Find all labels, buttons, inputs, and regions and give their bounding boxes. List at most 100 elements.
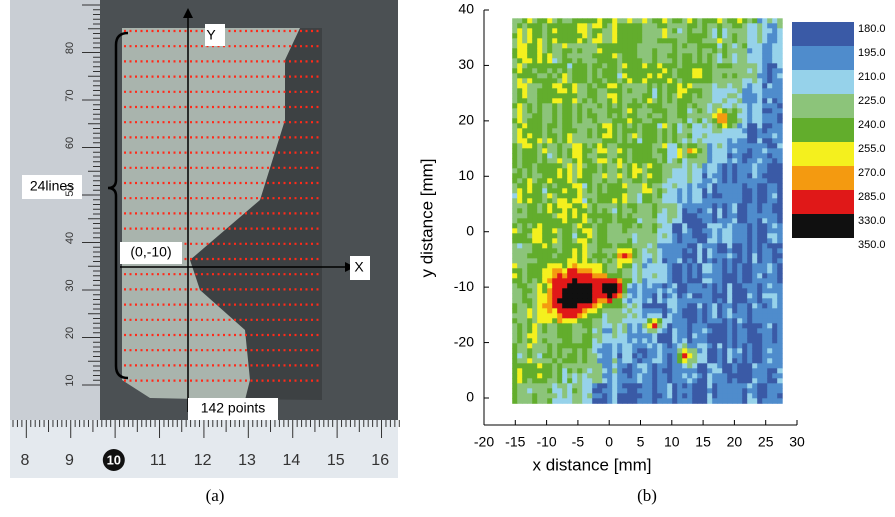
contour-cell: [747, 293, 753, 299]
contour-cell: [717, 83, 723, 89]
contour-cell: [707, 163, 713, 169]
contour-cell: [772, 173, 778, 179]
contour-cell: [662, 263, 668, 269]
contour-cell: [617, 363, 623, 369]
contour-cell: [647, 338, 653, 344]
contour-cell: [632, 253, 638, 258]
contour-cell: [587, 368, 593, 374]
contour-cell: [597, 28, 603, 34]
contour-cell: [592, 123, 598, 129]
contour-cell: [712, 213, 718, 219]
contour-cell: [582, 38, 588, 44]
contour-cell: [592, 258, 598, 264]
contour-cell: [727, 158, 733, 164]
contour-cell: [622, 48, 628, 54]
contour-cell: [657, 243, 663, 249]
contour-cell: [637, 358, 643, 364]
contour-cell: [607, 268, 613, 274]
contour-cell: [522, 183, 528, 189]
contour-cell: [607, 228, 613, 234]
contour-cell: [602, 118, 608, 124]
contour-cell: [727, 193, 733, 199]
contour-cell: [652, 313, 658, 319]
contour-cell: [732, 93, 738, 99]
contour-cell: [612, 308, 618, 314]
contour-cell: [727, 108, 733, 114]
contour-cell: [677, 238, 683, 244]
contour-cell: [562, 358, 568, 364]
contour-cell: [712, 228, 718, 234]
contour-cell: [697, 258, 703, 264]
contour-cell: [752, 383, 758, 389]
contour-cell: [767, 98, 773, 104]
contour-cell: [547, 348, 553, 354]
contour-cell: [677, 113, 683, 119]
contour-cell: [702, 368, 708, 374]
contour-cell: [717, 288, 723, 294]
contour-cell: [657, 98, 663, 104]
contour-cell: [577, 98, 583, 104]
contour-cell: [527, 73, 533, 79]
contour-cell: [687, 118, 693, 124]
contour-cell: [617, 188, 623, 194]
contour-cell: [607, 173, 613, 179]
contour-cell: [752, 303, 758, 309]
contour-cell: [717, 18, 723, 24]
contour-cell: [667, 228, 673, 234]
contour-cell: [667, 278, 673, 284]
contour-cell: [667, 218, 673, 224]
contour-cell: [612, 238, 618, 244]
contour-cell: [517, 258, 523, 264]
contour-cell: [627, 383, 633, 389]
contour-cell: [637, 203, 643, 209]
contour-cell: [732, 48, 738, 54]
contour-cell: [687, 238, 693, 244]
contour-cell: [517, 163, 523, 169]
contour-cell: [762, 343, 768, 349]
contour-cell: [722, 153, 728, 159]
contour-cell: [517, 198, 523, 204]
contour-cell: [652, 303, 658, 309]
contour-cell: [707, 338, 713, 344]
contour-cell: [512, 268, 518, 274]
contour-cell: [602, 388, 608, 394]
colorbar-label: 255.0: [858, 143, 886, 155]
contour-cell: [682, 188, 688, 194]
contour-cell: [532, 253, 538, 258]
contour-cell: [737, 108, 743, 114]
contour-cell: [517, 188, 523, 194]
contour-cell: [627, 308, 633, 314]
contour-cell: [747, 398, 753, 404]
contour-cell: [527, 98, 533, 104]
contour-cell: [602, 323, 608, 329]
contour-cell: [677, 118, 683, 124]
contour-cell: [527, 198, 533, 204]
contour-cell: [607, 138, 613, 144]
contour-cell: [637, 223, 643, 229]
contour-cell: [737, 63, 743, 69]
contour-cell: [617, 38, 623, 44]
contour-cell: [562, 223, 568, 229]
contour-cell: [622, 173, 628, 179]
contour-cell: [742, 173, 748, 179]
contour-cell: [602, 313, 608, 319]
contour-cell: [777, 258, 783, 264]
contour-cell: [597, 238, 603, 244]
contour-cell: [747, 218, 753, 224]
contour-cell: [672, 238, 678, 244]
contour-cell: [712, 308, 718, 314]
contour-cell: [697, 188, 703, 194]
contour-cell: [712, 148, 718, 154]
contour-cell: [627, 348, 633, 354]
contour-cell: [577, 298, 583, 304]
contour-cell: [512, 323, 518, 329]
contour-cell: [632, 118, 638, 124]
contour-cell: [742, 273, 748, 279]
contour-cell: [732, 88, 738, 94]
contour-cell: [667, 223, 673, 229]
contour-cell: [692, 238, 698, 244]
contour-cell: [762, 383, 768, 389]
contour-cell: [657, 68, 663, 74]
contour-cell: [642, 363, 648, 369]
contour-cell: [527, 393, 533, 399]
